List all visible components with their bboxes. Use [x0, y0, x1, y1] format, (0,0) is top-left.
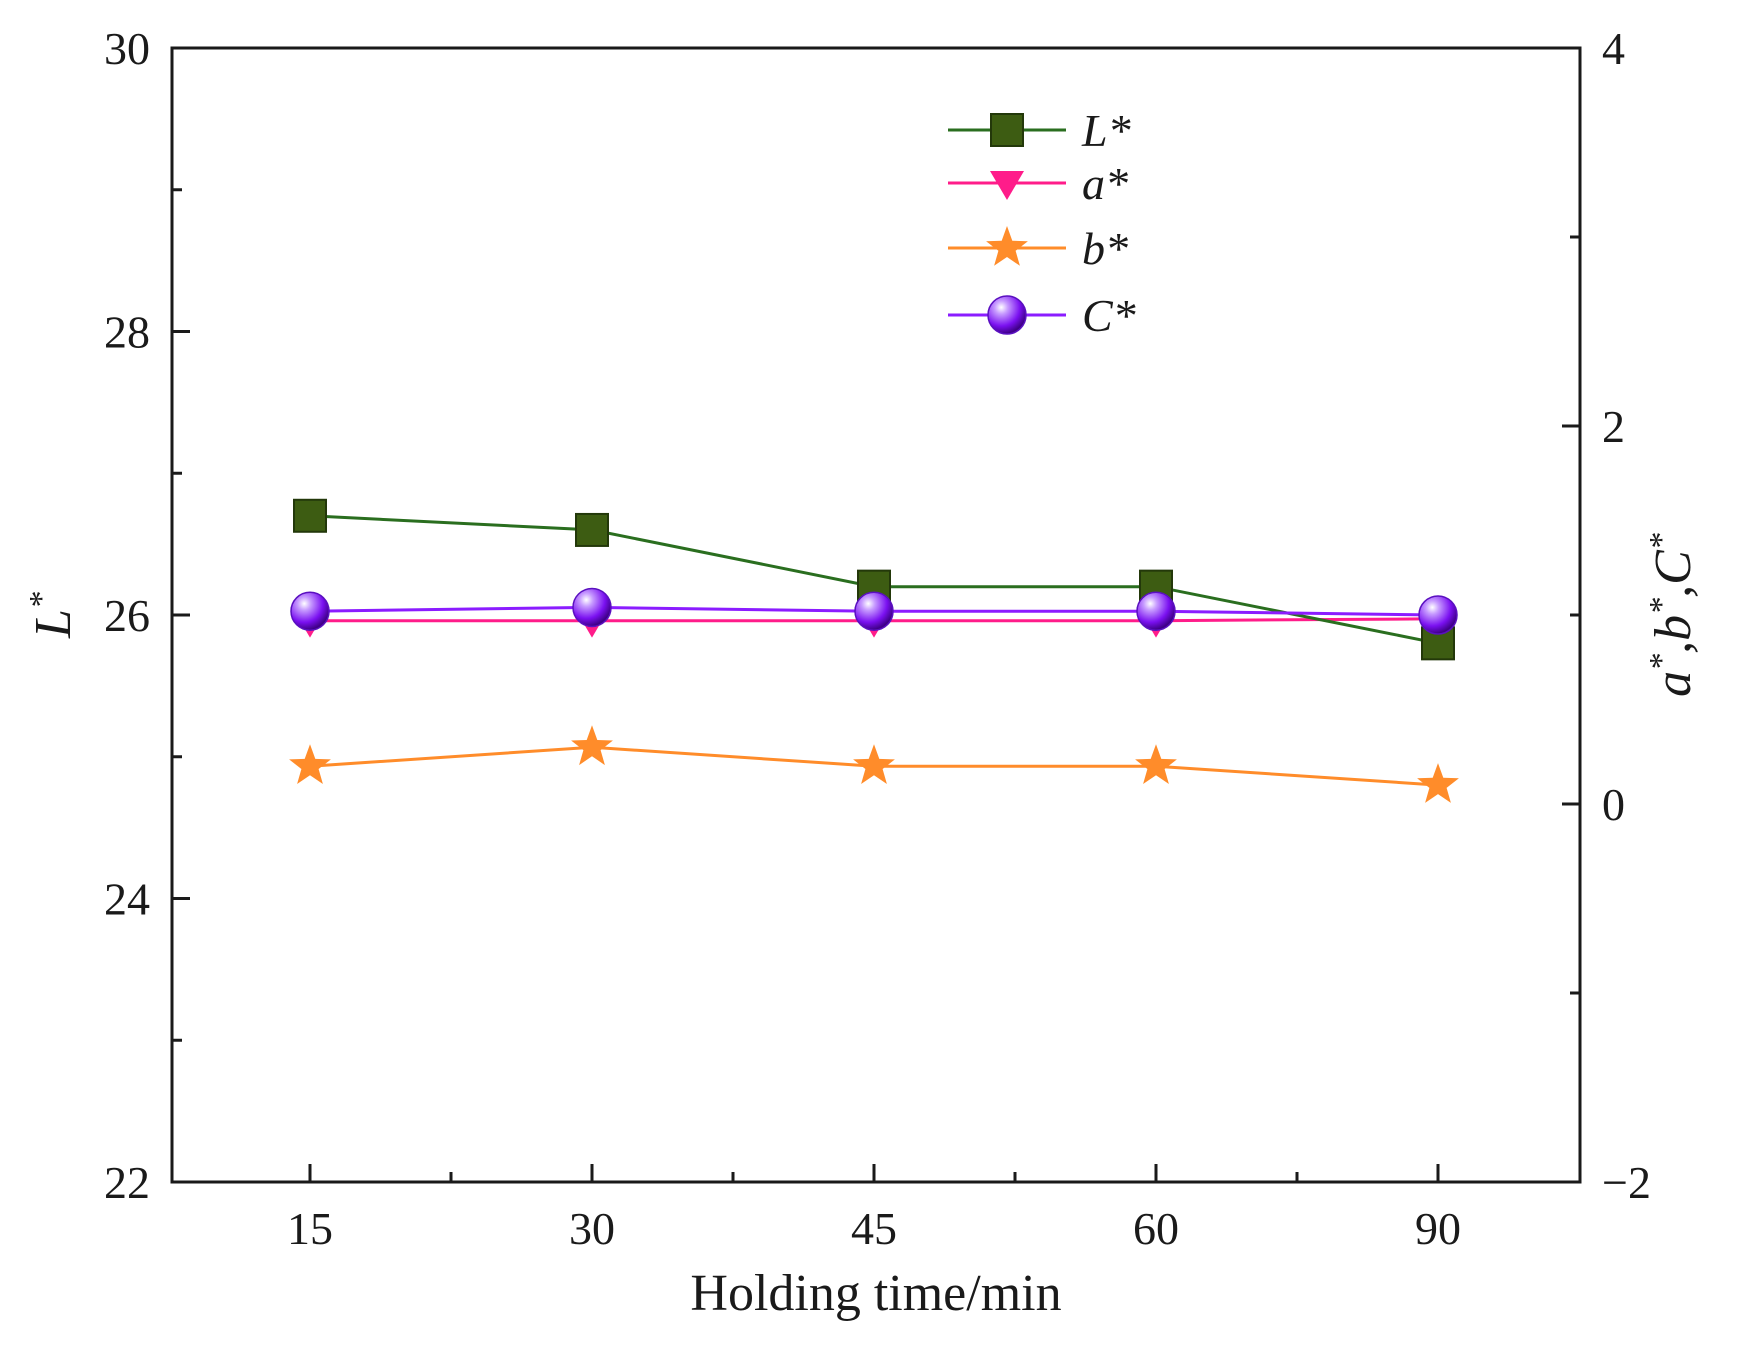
- right-axis-title-a-sup: *: [1643, 654, 1680, 671]
- x-tick-label: 45: [851, 1203, 897, 1254]
- left-tick-label: 22: [104, 1157, 150, 1208]
- right-axis-title-b-sup: *: [1643, 598, 1680, 615]
- legend: L*a* b* C*: [948, 105, 1136, 341]
- data-point: [572, 587, 612, 628]
- legend-marker: [990, 113, 1024, 147]
- legend-label: b*: [1082, 223, 1128, 274]
- right-tick-label: 0: [1602, 779, 1625, 830]
- data-point: [853, 744, 895, 784]
- right-tick-label: 4: [1602, 23, 1625, 74]
- legend-item: L*: [948, 105, 1131, 156]
- series-b-star: [289, 725, 1459, 803]
- right-tick-label: 2: [1602, 401, 1625, 452]
- x-tick-label: 30: [569, 1203, 615, 1254]
- left-axis-title-base: L: [25, 609, 82, 639]
- data-point: [290, 591, 330, 631]
- data-point: [293, 498, 327, 533]
- left-tick-label: 26: [104, 590, 150, 641]
- data-point: [289, 744, 331, 784]
- left-axis-ticks: 22 24 26 28 30: [104, 23, 190, 1208]
- x-tick-label: 60: [1133, 1203, 1179, 1254]
- series-layer: [289, 498, 1459, 803]
- data-point: [1136, 591, 1176, 631]
- x-axis-ticks: 15 30 45 60 90: [287, 1164, 1461, 1254]
- left-axis-title: L*: [23, 592, 82, 639]
- left-axis-title-sup: *: [23, 592, 60, 609]
- legend-marker: [987, 295, 1027, 335]
- left-tick-label: 24: [104, 874, 150, 925]
- left-tick-label: 28: [104, 307, 150, 358]
- right-axis-title-c: ,C: [1645, 549, 1702, 598]
- legend-marker: [986, 226, 1028, 266]
- data-point: [1418, 595, 1458, 635]
- right-axis-title-b: ,b: [1645, 615, 1702, 654]
- legend-label: C*: [1082, 290, 1136, 341]
- right-tick-label: −2: [1602, 1157, 1651, 1208]
- data-point: [1417, 763, 1459, 803]
- data-point: [571, 725, 613, 766]
- x-tick-label: 15: [287, 1203, 333, 1254]
- legend-label: a*: [1082, 158, 1128, 209]
- legend-label: L*: [1081, 105, 1131, 156]
- data-point: [1135, 744, 1177, 784]
- x-tick-label: 90: [1415, 1203, 1461, 1254]
- right-axis-title: a*,b*,C*: [1643, 533, 1702, 697]
- series-C-star: [290, 587, 1458, 635]
- legend-item: a*: [948, 158, 1128, 209]
- right-axis-title-c-sup: *: [1643, 533, 1680, 550]
- right-axis-ticks: −2 0 2 4: [1562, 23, 1651, 1208]
- legend-marker: [990, 171, 1024, 200]
- right-axis-title-a: a: [1645, 671, 1702, 697]
- x-axis-title: Holding time/min: [690, 1265, 1061, 1322]
- legend-item: C*: [948, 290, 1136, 341]
- data-point: [575, 512, 609, 547]
- legend-item: b*: [948, 223, 1128, 274]
- data-point: [854, 591, 894, 631]
- left-tick-label: 30: [104, 23, 150, 74]
